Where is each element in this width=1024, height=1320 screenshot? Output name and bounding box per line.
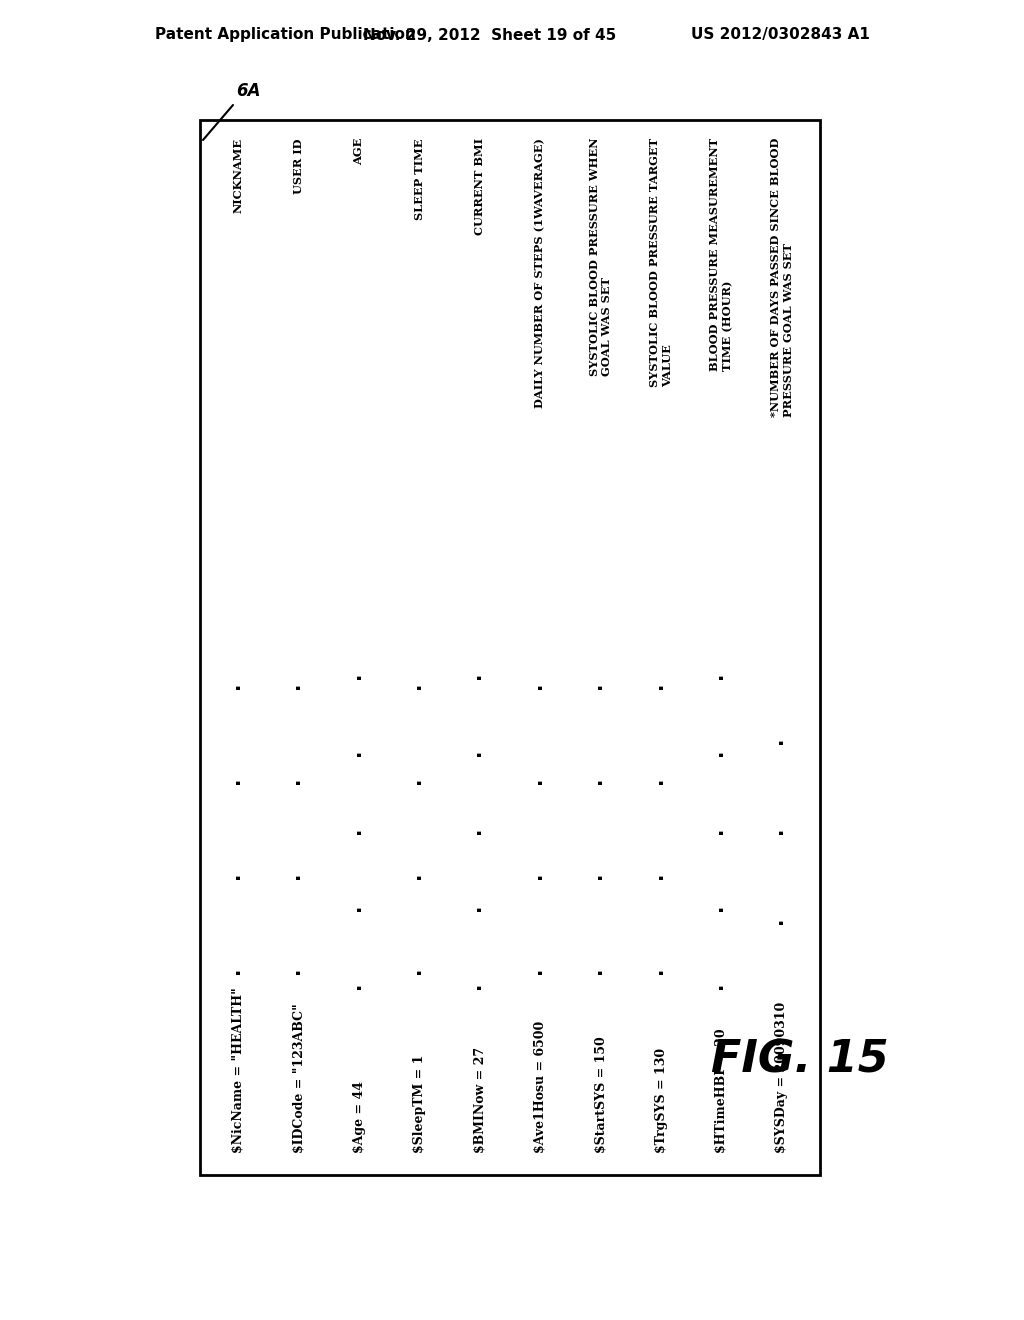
Text: ·: · xyxy=(410,776,429,784)
Text: ·: · xyxy=(712,826,731,834)
Text: ·: · xyxy=(712,981,731,989)
Text: SYSTOLIC BLOOD PRESSURE WHEN
GOAL WAS SET: SYSTOLIC BLOOD PRESSURE WHEN GOAL WAS SE… xyxy=(589,139,612,376)
Text: ·: · xyxy=(591,966,610,974)
Text: ·: · xyxy=(470,981,489,989)
Bar xyxy=(200,120,820,1175)
Text: ·: · xyxy=(530,871,550,879)
Text: FIG. 15: FIG. 15 xyxy=(711,1039,889,1081)
Text: SLEEP TIME: SLEEP TIME xyxy=(414,139,425,219)
Text: ·: · xyxy=(651,871,671,879)
Text: ·: · xyxy=(651,776,671,784)
Text: Patent Application Publication: Patent Application Publication xyxy=(155,28,416,42)
Text: ·: · xyxy=(712,672,731,678)
Text: ·: · xyxy=(228,871,248,879)
Text: $HTimeHBP = 20: $HTimeHBP = 20 xyxy=(715,1028,728,1152)
Text: ·: · xyxy=(470,826,489,834)
Text: ·: · xyxy=(349,981,369,989)
Text: ·: · xyxy=(289,681,308,689)
Text: $StartSYS = 150: $StartSYS = 150 xyxy=(594,1036,607,1152)
Text: ·: · xyxy=(712,904,731,911)
Text: ·: · xyxy=(772,826,792,834)
Text: US 2012/0302843 A1: US 2012/0302843 A1 xyxy=(691,28,870,42)
Text: ·: · xyxy=(228,681,248,689)
Text: ·: · xyxy=(410,871,429,879)
Text: ·: · xyxy=(712,748,731,756)
Text: ·: · xyxy=(470,904,489,911)
Text: NICKNAME: NICKNAME xyxy=(232,139,244,213)
Text: $BMINow = 27: $BMINow = 27 xyxy=(473,1047,486,1152)
Text: $TrgSYS = 130: $TrgSYS = 130 xyxy=(654,1048,668,1152)
Text: $IDCode = "123ABC": $IDCode = "123ABC" xyxy=(292,1003,305,1152)
Text: ·: · xyxy=(530,776,550,784)
Text: ·: · xyxy=(591,776,610,784)
Text: $NicName = "HEALTH": $NicName = "HEALTH" xyxy=(231,987,245,1152)
Text: $SleepTM = 1: $SleepTM = 1 xyxy=(413,1055,426,1152)
Text: ·: · xyxy=(349,672,369,678)
Text: ·: · xyxy=(228,776,248,784)
Text: ·: · xyxy=(651,966,671,974)
Text: ·: · xyxy=(591,871,610,879)
Text: ·: · xyxy=(410,966,429,974)
Text: ·: · xyxy=(349,904,369,911)
Text: ·: · xyxy=(289,776,308,784)
Text: CURRENT BMI: CURRENT BMI xyxy=(474,139,485,235)
Text: AGE: AGE xyxy=(353,139,365,165)
Text: 6A: 6A xyxy=(236,82,260,100)
Text: ·: · xyxy=(289,966,308,974)
Text: SYSTOLIC BLOOD PRESSURE TARGET
VALUE: SYSTOLIC BLOOD PRESSURE TARGET VALUE xyxy=(649,139,673,387)
Text: ·: · xyxy=(470,672,489,678)
Text: ·: · xyxy=(410,681,429,689)
Text: ·: · xyxy=(530,681,550,689)
Text: BLOOD PRESSURE MEASUREMENT
TIME (HOUR): BLOOD PRESSURE MEASUREMENT TIME (HOUR) xyxy=(710,139,733,371)
Text: ·: · xyxy=(591,681,610,689)
Text: ·: · xyxy=(228,966,248,974)
Text: Nov. 29, 2012  Sheet 19 of 45: Nov. 29, 2012 Sheet 19 of 45 xyxy=(364,28,616,42)
Text: *NUMBER OF DAYS PASSED SINCE BLOOD
PRESSURE GOAL WAS SET: *NUMBER OF DAYS PASSED SINCE BLOOD PRESS… xyxy=(770,139,794,417)
Text: DAILY NUMBER OF STEPS (1WAVERAGE): DAILY NUMBER OF STEPS (1WAVERAGE) xyxy=(535,139,546,408)
Text: ·: · xyxy=(772,737,792,743)
Text: ·: · xyxy=(349,826,369,834)
Text: ·: · xyxy=(349,748,369,756)
Text: ·: · xyxy=(651,681,671,689)
Text: $Age = 44: $Age = 44 xyxy=(352,1081,366,1152)
Text: ·: · xyxy=(289,871,308,879)
Text: $Ave1Hosu = 6500: $Ave1Hosu = 6500 xyxy=(534,1020,547,1152)
Text: ·: · xyxy=(530,966,550,974)
Text: ·: · xyxy=(470,748,489,756)
Text: ·: · xyxy=(772,916,792,924)
Text: USER ID: USER ID xyxy=(293,139,304,194)
Text: $SYSDay = 20090310: $SYSDay = 20090310 xyxy=(775,1002,788,1152)
